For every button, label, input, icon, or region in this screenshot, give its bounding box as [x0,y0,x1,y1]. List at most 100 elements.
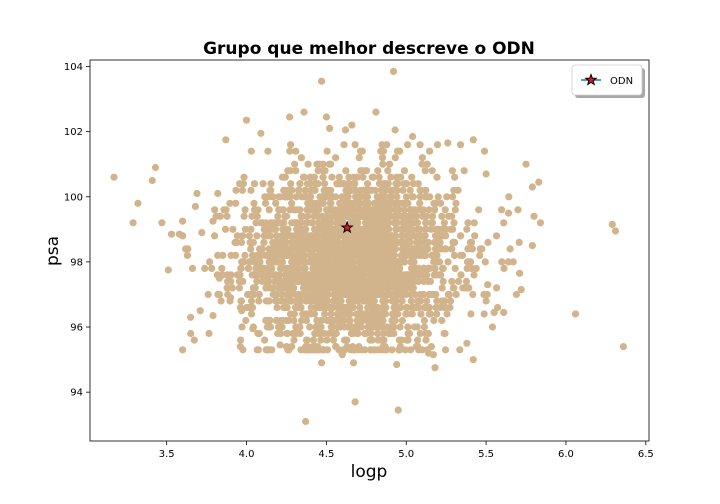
data-point [299,284,308,292]
data-point [249,325,257,333]
data-point [405,329,414,338]
data-point [379,147,388,155]
data-point [288,238,296,246]
data-point [274,212,282,220]
data-point [402,277,411,285]
data-point [273,303,281,312]
data-point [441,329,449,338]
data-point [389,67,398,75]
data-point [256,264,264,272]
data-point [421,167,429,175]
data-point [233,271,241,279]
data-point [385,225,393,233]
data-point [346,212,354,220]
data-point [400,206,408,214]
data-point [406,245,414,253]
data-point [426,147,434,155]
data-point [425,310,433,318]
data-point [314,212,322,220]
data-point [530,212,538,220]
data-point [514,206,522,214]
data-point [336,225,344,233]
data-point [305,271,313,279]
data-point [397,271,406,279]
data-point [184,245,192,253]
data-point [374,329,382,338]
data-point [417,310,425,318]
data-point [360,225,368,233]
data-point [265,206,273,214]
data-point [301,186,309,194]
data-point [353,316,361,325]
data-point [385,232,394,240]
x-tick-label: 4.5 [318,449,334,460]
data-point [366,323,375,331]
data-point [313,238,321,246]
data-point [403,271,411,279]
data-point [322,113,330,121]
axis-ticks: 3.5 4.0 4.5 5.0 5.5 6.0 6.5 94 96 98 100 102 104 [64,62,654,460]
data-point [356,310,364,318]
data-point [375,173,383,181]
data-point [430,271,438,279]
data-point [278,173,286,181]
data-point [369,173,377,181]
data-point [283,212,291,220]
data-point [385,284,393,292]
data-point [396,323,404,331]
data-point [319,297,327,305]
data-point [300,346,308,354]
data-point [110,173,118,181]
data-point [248,271,256,279]
data-point [352,186,360,194]
data-point [361,329,369,338]
data-point [443,310,451,318]
data-point [328,316,337,325]
data-point [257,219,265,227]
data-point [448,245,456,253]
data-point [426,264,434,272]
data-point [396,264,404,272]
data-point [395,277,403,285]
data-point [261,199,270,207]
data-point [356,232,365,240]
data-point [319,238,327,246]
x-tick-label: 4.0 [239,449,255,460]
data-point [254,206,262,214]
data-point [400,167,409,175]
data-point [393,186,401,194]
data-point [295,186,303,194]
data-point [204,290,212,299]
data-point [309,258,317,266]
data-point [349,359,358,367]
data-point [313,277,321,285]
data-point [282,343,290,351]
data-point [470,271,478,279]
data-point [431,245,440,253]
data-point [270,251,278,259]
data-point [237,264,245,272]
data-point [439,277,447,285]
data-point [232,199,240,207]
data-point [278,290,286,299]
data-point [347,271,356,279]
data-point [235,284,243,292]
data-point [404,323,412,331]
data-point [255,297,263,305]
data-point [306,206,314,214]
data-point [420,316,428,325]
data-point [425,290,433,299]
data-point [332,154,340,162]
data-point [395,206,403,214]
data-point [313,346,321,354]
data-point [422,336,430,344]
data-point [255,329,263,338]
data-point [425,206,433,214]
data-point [345,199,353,207]
data-point [300,264,308,272]
data-point [374,346,382,354]
odn-star-point [340,220,354,234]
data-point [353,329,361,338]
data-point [504,209,513,217]
data-point [223,212,231,220]
